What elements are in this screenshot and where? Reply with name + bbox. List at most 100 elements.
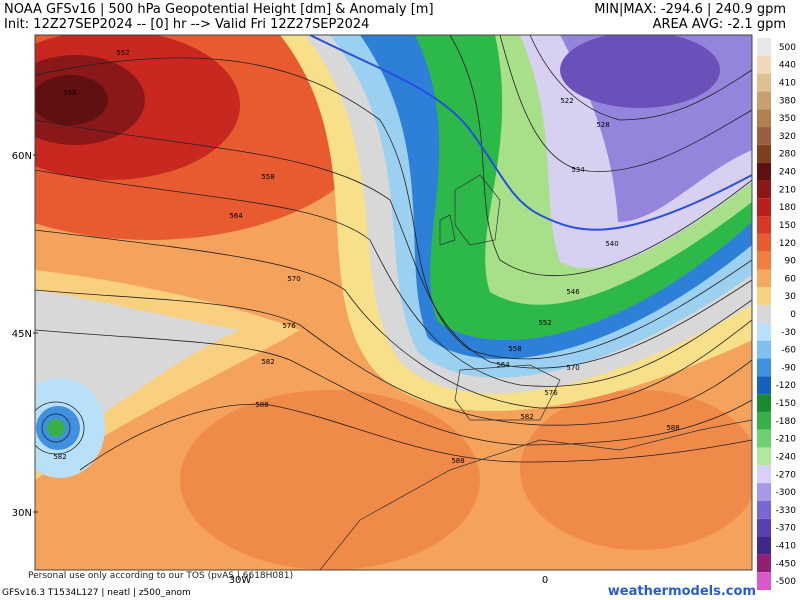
- colorbar-swatch: [757, 340, 771, 359]
- min-max: MIN|MAX: -294.6 | 240.9 gpm: [594, 2, 786, 17]
- map-field: [35, 35, 752, 570]
- contour-label: 564: [496, 361, 510, 369]
- colorbar-label: -410: [776, 541, 797, 551]
- colorbar-swatch: [757, 500, 771, 519]
- colorbar-swatch: [757, 376, 771, 395]
- colorbar-swatch: [757, 322, 771, 341]
- contour-labels: 552 558 558 564 570 576 582 588 582 588 588 582 576 5…: [53, 49, 679, 465]
- footer-notice: Personal use only according to our TOS (…: [28, 571, 293, 581]
- colorbar-label: 180: [779, 203, 796, 213]
- contour-label: 564: [229, 212, 243, 220]
- colorbar-label: 280: [779, 150, 796, 160]
- colorbar-swatch: [757, 55, 771, 74]
- contour-label: 558: [508, 345, 521, 353]
- colorbar-label: 0: [790, 310, 796, 320]
- colorbar-label: -60: [781, 346, 796, 356]
- colorbar-swatch: [757, 269, 771, 288]
- colorbar-label: 500: [779, 43, 796, 53]
- contour-label: 552: [116, 49, 129, 57]
- contour-label: 570: [287, 275, 300, 283]
- contour-label: 570: [566, 364, 579, 372]
- colorbar-label: -370: [776, 524, 797, 534]
- colorbar-label: 30: [785, 292, 797, 302]
- axes: 60N 45N 30N 30W 0: [12, 151, 548, 586]
- lon-label: 0: [542, 575, 548, 586]
- contour-label: 552: [538, 319, 551, 327]
- colorbar-swatch: [757, 198, 771, 217]
- colorbar: 500 440 410 380 350 320 280 240 210 180 150 120 90 60…: [757, 38, 796, 590]
- colorbar-label: -300: [776, 488, 797, 498]
- colorbar-swatch: [757, 572, 771, 590]
- colorbar-label: -210: [776, 435, 797, 445]
- colorbar-swatch: [757, 233, 771, 252]
- contour-label: 582: [53, 453, 66, 461]
- colorbar-swatch: [757, 73, 771, 92]
- footer-model: GFSv16.3 T1534L127 | neatl | z500_anom: [2, 588, 191, 598]
- colorbar-label: -500: [776, 577, 797, 587]
- contour-label: 588: [666, 424, 679, 432]
- contour-label: 576: [282, 322, 296, 330]
- colorbar-label: -120: [776, 381, 797, 391]
- contour-label: 534: [571, 166, 585, 174]
- colorbar-swatch: [757, 483, 771, 501]
- colorbar-swatch: [757, 287, 771, 306]
- contour-label: 522: [560, 97, 573, 105]
- contour-label: 588: [451, 457, 464, 465]
- contour-label: 528: [596, 121, 609, 129]
- colorbar-label: 150: [779, 221, 796, 231]
- colorbar-label: 210: [779, 185, 796, 195]
- colorbar-swatch: [757, 554, 771, 573]
- colorbar-swatch: [757, 38, 771, 56]
- map-frame: [34, 34, 753, 571]
- coastlines: [319, 419, 752, 570]
- colorbar-label: 90: [785, 257, 797, 267]
- colorbar-swatch: [757, 109, 771, 128]
- colorbar-swatch: [757, 144, 771, 163]
- colorbar-label: -270: [776, 470, 797, 480]
- anomaly-area: [560, 35, 720, 108]
- colorbar-label: 60: [785, 274, 797, 284]
- colorbar-swatch: [757, 305, 771, 323]
- colorbar-label: 440: [779, 61, 796, 71]
- contour-label: 576: [544, 389, 558, 397]
- colorbar-label: -450: [776, 559, 797, 569]
- contour-label: 582: [520, 413, 533, 421]
- contour-label: 546: [566, 288, 580, 296]
- colorbar-label: 410: [779, 79, 796, 89]
- colorbar-label: 240: [779, 168, 796, 178]
- contour-label: 558: [261, 173, 274, 181]
- contour-label: 558: [63, 89, 76, 97]
- colorbar-swatch: [757, 518, 771, 537]
- lon-label: 30W: [229, 575, 252, 586]
- anomaly-area: [35, 75, 108, 125]
- colorbar-swatch: [757, 91, 771, 110]
- colorbar-swatch: [757, 394, 771, 412]
- colorbar-label: 380: [779, 96, 796, 106]
- init-line: Init: 12Z27SEP2024 -- [0] hr --> Valid F…: [4, 17, 370, 32]
- colorbar-swatch: [757, 216, 771, 234]
- title: NOAA GFSv16 | 500 hPa Geopotential Heigh…: [4, 2, 434, 17]
- colorbar-swatch: [757, 127, 771, 145]
- colorbar-swatch: [757, 251, 771, 270]
- colorbar-label: -240: [776, 452, 797, 462]
- height-contours: [35, 35, 752, 471]
- lat-label: 45N: [12, 329, 32, 340]
- colorbar-label: 320: [779, 132, 796, 142]
- colorbar-swatch: [757, 180, 771, 199]
- colorbar-label: -150: [776, 399, 797, 409]
- anomaly-area: [47, 419, 65, 437]
- anomaly-area: [180, 390, 480, 570]
- colorbar-swatch: [757, 536, 771, 555]
- jet-line: [309, 35, 752, 231]
- lat-label: 60N: [12, 151, 32, 162]
- colorbar-label: 350: [779, 114, 796, 124]
- colorbar-swatch: [757, 465, 771, 484]
- lat-label: 30N: [12, 508, 32, 519]
- colorbar-label: -30: [781, 328, 796, 338]
- colorbar-swatch: [757, 358, 771, 377]
- brand: weathermodels.com: [608, 584, 756, 599]
- contour-label: 540: [605, 240, 618, 248]
- colorbar-label: -330: [776, 506, 797, 516]
